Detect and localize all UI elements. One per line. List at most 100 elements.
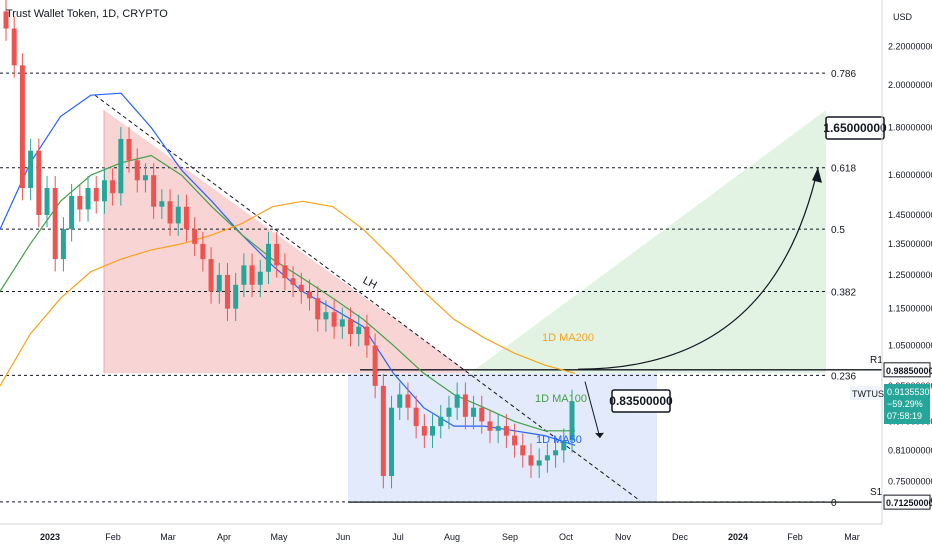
- candle-body: [438, 416, 444, 427]
- y-tick-0: 2.20000000: [888, 41, 932, 51]
- pullback-arrow: [584, 381, 601, 439]
- candle-body: [183, 206, 189, 230]
- fib-label-4: 0.236: [831, 371, 856, 382]
- price-box-line-2: 07:58:19: [887, 411, 922, 421]
- pullback-arrowhead: [595, 432, 604, 439]
- descending-trendline: [94, 94, 641, 502]
- y-tick-12: 0.75000000: [888, 476, 932, 486]
- ma200-label: 1D MA200: [542, 332, 594, 344]
- candle-body: [561, 440, 567, 451]
- candle-body: [192, 229, 198, 244]
- candle-body: [241, 265, 247, 285]
- candle-body: [298, 284, 304, 292]
- candle-body: [307, 291, 313, 299]
- candle-body: [454, 394, 460, 408]
- ma-line-ma100: [0, 154, 575, 432]
- candle-body: [274, 243, 280, 266]
- candle-body: [110, 180, 116, 194]
- candle-body: [339, 319, 345, 327]
- candle-body: [200, 243, 206, 260]
- candle-body: [233, 284, 239, 309]
- x-tick-10: Nov: [615, 532, 632, 542]
- candle-body: [52, 188, 58, 260]
- candle-body: [479, 407, 485, 422]
- y-tick-6: 1.25000000: [888, 270, 932, 280]
- currency-label: USD: [893, 12, 913, 22]
- candle-body: [471, 407, 477, 417]
- candle-body: [315, 298, 321, 320]
- y-tick-8: 1.05000000: [888, 340, 932, 350]
- candle-body: [553, 450, 559, 456]
- candle-body: [208, 259, 214, 292]
- candle-body: [290, 278, 296, 285]
- x-tick-6: Jul: [392, 532, 404, 542]
- candle-body: [389, 407, 395, 477]
- candle-body: [364, 326, 370, 346]
- x-tick-7: Aug: [444, 532, 460, 542]
- x-tick-1: Feb: [105, 532, 121, 542]
- ma100-label: 1D MA100: [535, 393, 587, 405]
- candle-body: [118, 138, 124, 194]
- candle-body: [430, 426, 436, 436]
- candle-body: [69, 195, 75, 230]
- candle-body: [151, 175, 157, 207]
- level-price-s1: 0.71250000: [886, 498, 932, 508]
- y-tick-5: 1.35000000: [888, 239, 932, 249]
- x-tick-12: 2024: [728, 532, 748, 542]
- target-projection-zone: [470, 110, 826, 374]
- candle-body: [11, 28, 17, 66]
- fib-label-5: 0: [831, 498, 837, 509]
- candle-body: [167, 201, 173, 224]
- candle-body: [372, 345, 378, 386]
- fib-label-0: 0.786: [831, 69, 856, 80]
- candle-body: [569, 401, 575, 441]
- candle-body: [348, 319, 354, 335]
- candle-body: [224, 274, 230, 309]
- candle-body: [528, 455, 534, 466]
- fib-label-2: 0.5: [831, 225, 845, 236]
- ticker-tag: TWTUSD: [852, 389, 891, 399]
- x-tick-2: Mar: [160, 532, 176, 542]
- price-box-line-1: −59.29%: [887, 399, 923, 409]
- candle-body: [397, 394, 403, 408]
- candle-body: [446, 407, 452, 417]
- level-name-s1: S1: [870, 487, 883, 498]
- y-tick-3: 1.60000000: [888, 170, 932, 180]
- candle-body: [323, 312, 329, 320]
- x-tick-4: May: [270, 532, 288, 542]
- candle-body: [520, 445, 526, 456]
- level-price-tag-r1: [883, 362, 931, 378]
- x-tick-5: Jun: [336, 532, 351, 542]
- ticker-tag-bg: [850, 386, 884, 400]
- candle-body: [216, 274, 222, 292]
- candle-body: [126, 138, 132, 161]
- level-price-tag-s1: [883, 494, 931, 510]
- candle-body: [405, 394, 411, 408]
- price-box-line-0: 0.91355305: [887, 387, 932, 397]
- ma50-label: 1D MA50: [536, 434, 582, 446]
- candle-body: [249, 265, 255, 285]
- level-price-r1: 0.98850000: [886, 366, 932, 376]
- fib-label-1: 0.618: [831, 164, 856, 175]
- candle-body: [159, 201, 165, 207]
- candle-body: [101, 180, 107, 202]
- target-callout-box: [825, 116, 885, 140]
- candle-body: [536, 460, 542, 466]
- candle-body: [60, 229, 66, 260]
- level-name-r1: R1: [870, 355, 883, 366]
- candle-body: [503, 426, 509, 436]
- x-tick-14: Mar: [844, 532, 860, 542]
- candle-body: [142, 175, 148, 181]
- candle-body: [28, 150, 34, 189]
- pullback-callout-box: [611, 389, 671, 413]
- candle-body: [487, 421, 493, 431]
- x-tick-3: Apr: [217, 532, 231, 542]
- candle-body: [512, 435, 518, 446]
- y-tick-4: 1.45000000: [888, 210, 932, 220]
- candle-body: [175, 206, 181, 224]
- candle-body: [257, 271, 263, 285]
- candle-body: [19, 65, 25, 189]
- candle-body: [265, 243, 271, 272]
- candle-body: [77, 195, 83, 210]
